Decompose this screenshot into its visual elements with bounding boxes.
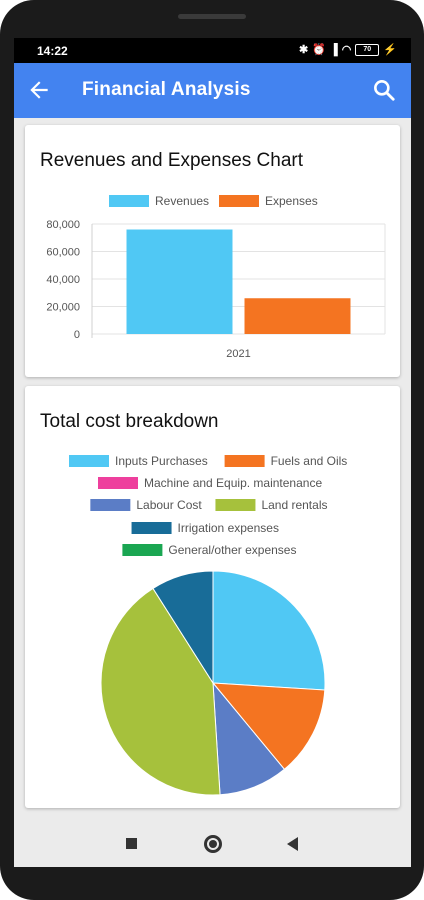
legend-swatch-machine-and-equip-maintenance[interactable]	[98, 477, 138, 489]
charging-icon: ⚡	[383, 44, 397, 56]
legend-label-expenses: Expenses	[265, 194, 318, 208]
bar-revenues[interactable]	[126, 229, 233, 335]
y-tick-label: 0	[74, 329, 80, 341]
legend-swatch-fuels-and-oils[interactable]	[224, 455, 265, 467]
pie-slice-fuels-and-oils[interactable]	[211, 682, 326, 771]
bluetooth-icon: ✱	[298, 44, 309, 56]
legend-swatch-revenues[interactable]	[109, 195, 149, 207]
legend-swatch-land-rentals[interactable]	[215, 499, 256, 511]
status-bar: 14:22 ✱ ⏰ ▐ ◠ 70 ⚡	[14, 38, 411, 63]
y-tick-label: 60,000	[46, 247, 80, 259]
back-arrow-icon[interactable]	[26, 77, 52, 103]
legend-swatch-labour-cost[interactable]	[90, 499, 131, 511]
legend-label-labour-cost: Labour Cost	[136, 498, 202, 512]
legend-label-general-other-expenses: General/other expenses	[168, 543, 296, 557]
y-tick-label: 80,000	[46, 219, 80, 231]
x-tick-label: 2021	[226, 348, 250, 360]
status-icons: ✱ ⏰ ▐ ◠ 70 ⚡	[299, 43, 397, 56]
home-button[interactable]	[204, 835, 222, 853]
alarm-icon: ⏰	[312, 44, 326, 56]
revenue-expenses-card: Revenues and Expenses Chart Revenues Expe…	[25, 125, 400, 377]
pie-slice-irrigation-expenses[interactable]	[152, 570, 214, 685]
revenue-chart-title: Revenues and Expenses Chart	[40, 150, 303, 171]
revenue-expenses-bar-chart: Revenues Expenses 0 20,000 40,000 60,000 80,00…	[46, 194, 386, 360]
legend-swatch-inputs-purchases[interactable]	[69, 455, 109, 467]
legend-label-irrigation-expenses: Irrigation expenses	[178, 521, 279, 535]
bar-expenses[interactable]	[244, 298, 351, 334]
cost-breakdown-pie-chart: Inputs Purchases Fuels and Oils Machine an…	[69, 454, 348, 796]
wifi-icon: ◠	[341, 44, 352, 56]
system-back-button[interactable]	[287, 837, 298, 851]
screen: 14:22 ✱ ⏰ ▐ ◠ 70 ⚡ Financial Analysis Re…	[14, 38, 411, 867]
legend-label-revenues: Revenues	[155, 194, 209, 208]
legend-swatch-general-other-expenses[interactable]	[122, 544, 163, 556]
search-icon[interactable]	[371, 77, 397, 103]
system-nav-bar	[14, 821, 411, 867]
status-time: 14:22	[37, 44, 68, 58]
app-bar: Financial Analysis	[14, 63, 411, 118]
cost-breakdown-card: Total cost breakdown Inputs Purchases Fue…	[25, 386, 400, 808]
legend-label-inputs-purchases: Inputs Purchases	[115, 454, 208, 468]
legend-swatch-expenses[interactable]	[219, 195, 259, 207]
y-tick-label: 20,000	[46, 302, 80, 314]
recents-button[interactable]	[126, 838, 137, 849]
pie-slice-land-rentals[interactable]	[100, 587, 221, 796]
legend-label-fuels-and-oils: Fuels and Oils	[271, 454, 348, 468]
y-tick-label: 40,000	[46, 274, 80, 286]
cost-chart-title: Total cost breakdown	[40, 411, 219, 432]
speaker-grille	[178, 14, 246, 19]
signal-icon: ▐	[329, 43, 338, 56]
legend-label-land-rentals: Land rentals	[261, 498, 327, 512]
page-title: Financial Analysis	[82, 79, 251, 100]
pie-slice-inputs-purchases[interactable]	[212, 570, 326, 691]
legend-swatch-irrigation-expenses[interactable]	[131, 522, 172, 534]
battery-icon: 70	[355, 43, 380, 56]
legend-label-machine-and-equip-maintenance: Machine and Equip. maintenance	[144, 476, 322, 490]
